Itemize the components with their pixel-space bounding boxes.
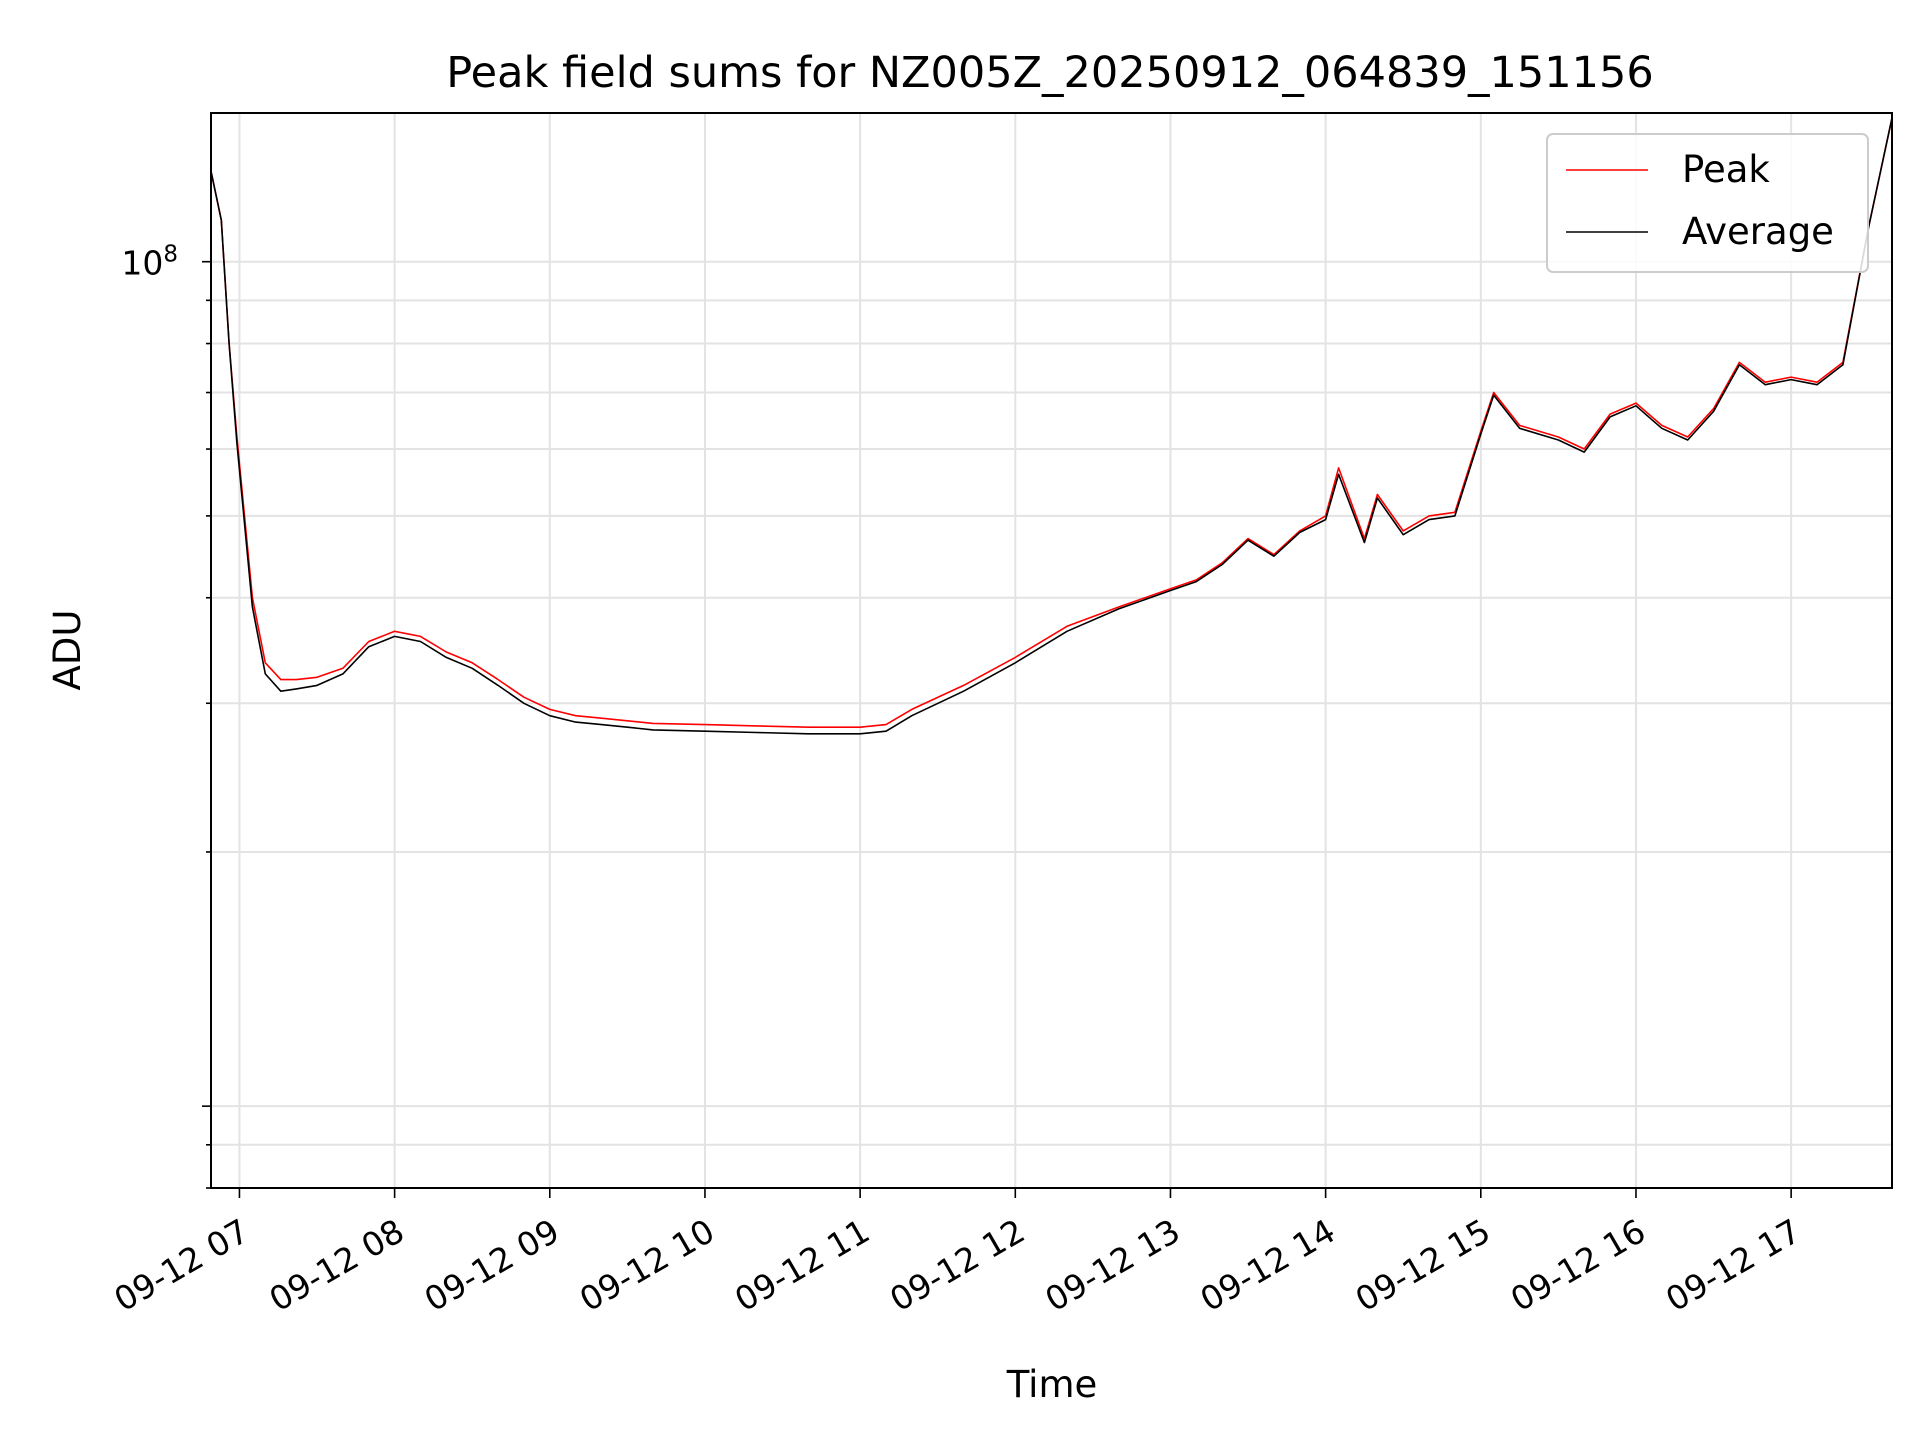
y-axis-label: ADU <box>46 610 89 691</box>
series-line-average <box>210 117 1893 735</box>
legend-box <box>1546 133 1869 273</box>
series-line-peak <box>210 117 1893 729</box>
legend: Peak Average <box>1546 133 1869 273</box>
x-axis-label: Time <box>1006 1363 1098 1406</box>
grid <box>211 113 1892 1189</box>
legend-label-average: Average <box>1682 210 1834 253</box>
plot-area <box>210 117 1893 735</box>
chart-title: Peak field sums for NZ005Z_20250912_0648… <box>446 48 1653 98</box>
legend-label-peak: Peak <box>1682 148 1770 191</box>
y-tick-label: 108 <box>121 242 178 283</box>
y-axis: 108 <box>121 242 211 1189</box>
axes-frame <box>210 112 1893 1189</box>
